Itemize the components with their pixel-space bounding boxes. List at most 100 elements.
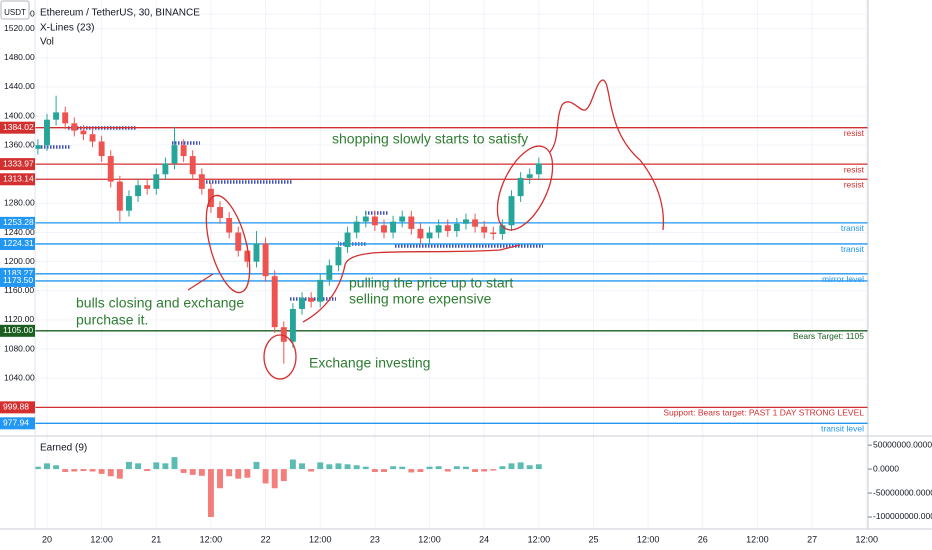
freehand: [549, 79, 665, 231]
y-tick-label: 1360.00: [4, 139, 35, 149]
earned-bar: [44, 463, 50, 470]
x-tick-label: 25: [588, 534, 598, 544]
freehand: [187, 273, 214, 291]
earned-bar: [472, 469, 479, 472]
candle-body: [299, 298, 305, 309]
level-note: transit level: [821, 424, 864, 434]
candle-body: [89, 134, 96, 142]
earned-bar: [126, 461, 132, 470]
earned-bar: [153, 462, 160, 470]
candle-body: [490, 232, 497, 234]
earned-pane: [34, 457, 542, 517]
candle-body: [62, 112, 69, 124]
y-tick-label: 1520.00: [4, 23, 35, 33]
earned-bar: [308, 469, 315, 472]
candle-body: [280, 327, 287, 342]
y-tick-label: 1480.00: [4, 52, 35, 62]
candle-body: [271, 276, 278, 328]
earned-bar: [490, 469, 497, 471]
annotation: pulling the price up to start: [349, 275, 513, 291]
candle-body: [508, 196, 515, 226]
y-tick-label: 1400.00: [4, 110, 35, 120]
earned-bar: [253, 461, 260, 470]
y-tick-label: 1080.00: [4, 343, 35, 353]
earned-bar: [226, 469, 233, 477]
candle-body: [162, 163, 169, 175]
earned-bar: [326, 464, 333, 470]
earned-bar: [499, 466, 506, 470]
y-tick-label: 1440.00: [4, 81, 35, 91]
x-tick-label: 12:00: [309, 534, 332, 544]
candle-body: [235, 232, 242, 251]
level-note: transit: [841, 244, 865, 254]
y-tick-label: 1280.00: [4, 198, 35, 208]
earned-bar: [371, 469, 378, 472]
y-tick-label: 1040.00: [4, 372, 35, 382]
candle-body: [335, 247, 342, 266]
earned-bar: [135, 463, 142, 470]
candle-body: [107, 156, 114, 182]
level-value-label: 977.94: [3, 418, 29, 428]
candle-body: [399, 216, 406, 222]
earned-bar: [71, 469, 78, 472]
candle-body: [198, 174, 205, 189]
level-value-label: 1224.31: [3, 238, 34, 248]
level-box: [0, 417, 35, 430]
candle-body: [463, 219, 469, 224]
level-box: [0, 274, 35, 287]
earned-bar: [417, 469, 424, 472]
earned-bar: [89, 469, 96, 472]
freehand: [263, 334, 297, 380]
annotations: shopping slowly starts to satisfy bulls c…: [76, 131, 528, 371]
x-tick-label: 26: [698, 534, 708, 544]
earned-bar: [362, 466, 369, 470]
indicator-label: X-Lines (23): [40, 23, 94, 34]
grid: [35, 0, 868, 528]
earned-bar: [335, 463, 342, 470]
earned-bar: [271, 469, 278, 489]
x-tick-label: 12:00: [855, 534, 878, 544]
earned-bar: [180, 469, 187, 473]
annotation: selling more expensive: [349, 291, 492, 307]
level-note: resist: [844, 164, 865, 174]
earned-bar: [317, 462, 324, 470]
x-tick-label: 12:00: [90, 534, 113, 544]
freehand: [205, 194, 251, 294]
legend-entry: Earned (9): [40, 443, 87, 454]
candle-body: [226, 217, 233, 233]
level-note: Support: Bears target: PAST 1 DAY STRONG…: [663, 408, 864, 418]
candle-body: [481, 226, 488, 233]
axes: 1540.001520.001480.001440.001400.001380.…: [0, 8, 932, 544]
candle-body: [144, 185, 151, 189]
level-value-label: 1183.27: [3, 268, 33, 278]
candle-body: [344, 232, 351, 248]
earned-bar: [217, 469, 224, 489]
candle-body: [98, 141, 105, 157]
earned-bar: [116, 469, 123, 479]
y2-tick-label: 0.0000: [873, 463, 899, 473]
candle-body: [244, 250, 251, 262]
level-value-label: 1173.50: [3, 275, 33, 285]
indicator-label: Vol: [40, 37, 54, 48]
earned-bar: [107, 469, 114, 477]
candle-body: [444, 225, 451, 232]
x-tick-label: 20: [42, 534, 52, 544]
earned-bar: [280, 469, 287, 482]
earned-bar: [481, 469, 488, 472]
candle-body: [34, 145, 41, 149]
candle-body: [135, 185, 142, 197]
earned-bar: [144, 469, 151, 472]
candle-body: [171, 145, 178, 164]
x-tick-label: 22: [261, 534, 271, 544]
earned-bar: [98, 469, 105, 474]
x-tick-label: 12:00: [746, 534, 769, 544]
currency-box: [0, 0, 30, 20]
earned-bar: [53, 465, 60, 470]
candle-body: [180, 145, 187, 157]
candle-body: [408, 216, 415, 229]
currency: USDT: [4, 8, 26, 17]
candle-body: [362, 216, 369, 222]
x-tick-label: 24: [479, 534, 489, 544]
